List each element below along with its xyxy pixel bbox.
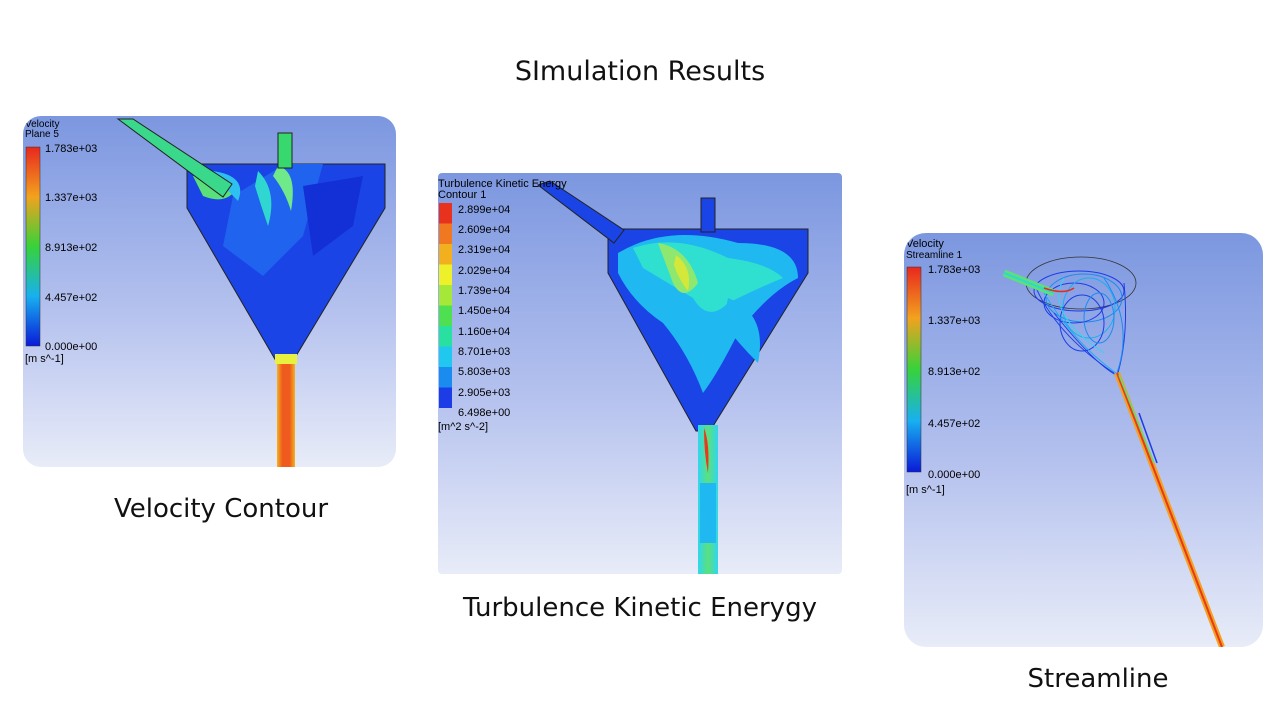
legend-tick: 8.701e+03	[458, 346, 510, 358]
colorbar-band	[439, 326, 452, 347]
colorbar-band	[439, 305, 452, 326]
streamline-image: Velocity Streamline 1 1.783e+03 1.337e+0…	[904, 233, 1263, 647]
velocity-contour-image: Velocity Plane 5 1.783e+03 1.337e+03 8.9…	[23, 116, 396, 467]
legend-unit: [m s^-1]	[906, 484, 945, 496]
legend-tick: 0.000e+00	[45, 341, 97, 353]
legend-tick: 1.739e+04	[458, 285, 510, 297]
colorbar-band	[439, 367, 452, 388]
legend-tick: 4.457e+02	[928, 418, 980, 430]
legend-tick: 0.000e+00	[928, 469, 980, 481]
tke-caption: Turbulence Kinetic Enerygy	[463, 593, 817, 623]
streamline-geometry	[1002, 256, 1225, 647]
colorbar-band	[439, 223, 452, 244]
colorbar	[906, 266, 922, 473]
legend-title: Velocity	[25, 119, 59, 130]
legend-unit: [m^2 s^-2]	[438, 421, 488, 433]
colorbar-band	[439, 285, 452, 306]
legend-title: Velocity	[906, 238, 944, 250]
legend-tick: 1.783e+03	[928, 264, 980, 276]
legend-subtitle: Streamline 1	[906, 250, 963, 261]
page-title: SImulation Results	[514, 56, 766, 87]
legend-tick: 2.319e+04	[458, 244, 510, 256]
streamline-caption: Streamline	[1027, 664, 1169, 694]
legend-subtitle: Plane 5	[25, 129, 59, 140]
legend-tick: 4.457e+02	[45, 292, 97, 304]
velocity-legend: Velocity Plane 5 1.783e+03 1.337e+03 8.9…	[25, 119, 97, 365]
legend-tick: 5.803e+03	[458, 366, 510, 378]
legend-unit: [m s^-1]	[25, 353, 64, 365]
legend-tick: 1.783e+03	[45, 143, 97, 155]
legend-title: Turbulence Kinetic Energy	[438, 178, 567, 190]
legend-tick: 2.905e+03	[458, 387, 510, 399]
legend-tick: 1.337e+03	[928, 315, 980, 327]
legend-subtitle: Contour 1	[438, 189, 486, 201]
colorbar-band	[439, 244, 452, 265]
streamline-legend: Velocity Streamline 1 1.783e+03 1.337e+0…	[906, 238, 980, 496]
legend-tick: 1.337e+03	[45, 192, 97, 204]
hopper-geometry	[536, 180, 809, 574]
legend-tick: 2.899e+04	[458, 204, 510, 216]
legend-tick: 8.913e+02	[45, 242, 97, 254]
turbulence-kinetic-energy-image: Turbulence Kinetic Energy Contour 1 2.89…	[438, 173, 842, 574]
legend-tick: 6.498e+00	[458, 407, 510, 419]
velocity-contour-caption: Velocity Contour	[113, 494, 329, 524]
hopper-geometry	[116, 118, 386, 467]
tke-legend: Turbulence Kinetic Energy Contour 1 2.89…	[438, 178, 567, 433]
legend-tick: 8.913e+02	[928, 366, 980, 378]
colorbar-band	[439, 346, 452, 367]
colorbar-band	[439, 387, 452, 408]
colorbar-band	[439, 264, 452, 285]
legend-tick: 2.609e+04	[458, 224, 510, 236]
legend-tick: 1.160e+04	[458, 326, 510, 338]
colorbar-band	[439, 203, 452, 224]
legend-tick: 2.029e+04	[458, 265, 510, 277]
legend-tick: 1.450e+04	[458, 305, 510, 317]
colorbar	[25, 146, 41, 347]
